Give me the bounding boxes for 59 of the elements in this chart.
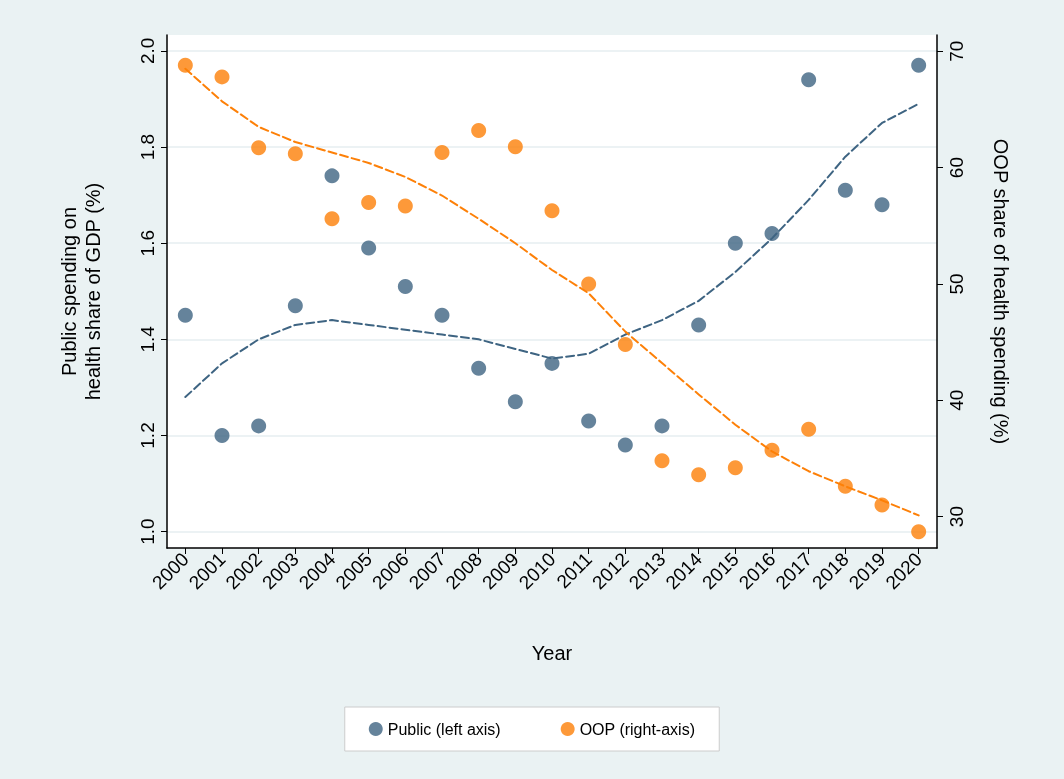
point xyxy=(471,122,487,138)
y2-tick-label: 70 xyxy=(946,40,967,62)
point xyxy=(434,144,450,160)
point xyxy=(324,211,340,227)
legend-label: Public (left axis) xyxy=(387,720,501,738)
point xyxy=(617,437,633,453)
y-tick-label: 1.0 xyxy=(137,518,158,545)
x-axis-title: Year xyxy=(531,642,573,664)
point xyxy=(654,453,670,469)
point xyxy=(654,418,670,434)
point xyxy=(727,235,743,251)
y-tick-label: 1.8 xyxy=(137,133,158,161)
point xyxy=(507,139,523,155)
legend-label: OOP (right-axis) xyxy=(579,720,695,738)
point xyxy=(361,195,377,211)
y-tick-label: 1.4 xyxy=(137,325,158,353)
point xyxy=(397,278,413,294)
y2-axis-title: OOP share of health spending (%) xyxy=(990,138,1012,445)
point xyxy=(177,307,193,323)
point xyxy=(361,240,377,256)
point xyxy=(801,421,817,437)
point xyxy=(727,460,743,476)
y-axis-title: Public spending on health share of GDP (%) xyxy=(58,182,104,401)
point xyxy=(837,182,853,198)
point xyxy=(434,307,450,323)
point xyxy=(544,203,560,219)
point xyxy=(507,394,523,410)
point xyxy=(544,355,560,371)
point xyxy=(764,226,780,242)
point xyxy=(837,478,853,494)
point xyxy=(324,168,340,184)
point xyxy=(911,524,927,540)
point xyxy=(874,497,890,513)
line-series xyxy=(184,102,920,399)
point xyxy=(471,360,487,376)
point xyxy=(581,413,597,429)
point xyxy=(287,146,303,162)
point xyxy=(801,72,817,88)
y-tick-label: 1.6 xyxy=(137,229,158,257)
point xyxy=(581,276,597,292)
point xyxy=(617,336,633,352)
point xyxy=(177,57,193,73)
y2-tick-label: 60 xyxy=(946,157,967,179)
point xyxy=(214,69,230,85)
y2-tick-label: 40 xyxy=(946,389,967,411)
point xyxy=(287,298,303,314)
point xyxy=(214,428,230,443)
point xyxy=(874,197,890,213)
point xyxy=(691,317,707,333)
point xyxy=(251,418,267,434)
y2-tick-label: 50 xyxy=(946,273,967,295)
point xyxy=(764,442,780,458)
y2-tick-label: 30 xyxy=(946,506,967,528)
point xyxy=(911,57,927,73)
point xyxy=(691,467,707,483)
y-tick-label: 2.0 xyxy=(137,37,158,65)
point xyxy=(251,140,267,156)
point xyxy=(397,198,413,214)
y-tick-label: 1.2 xyxy=(137,422,158,449)
